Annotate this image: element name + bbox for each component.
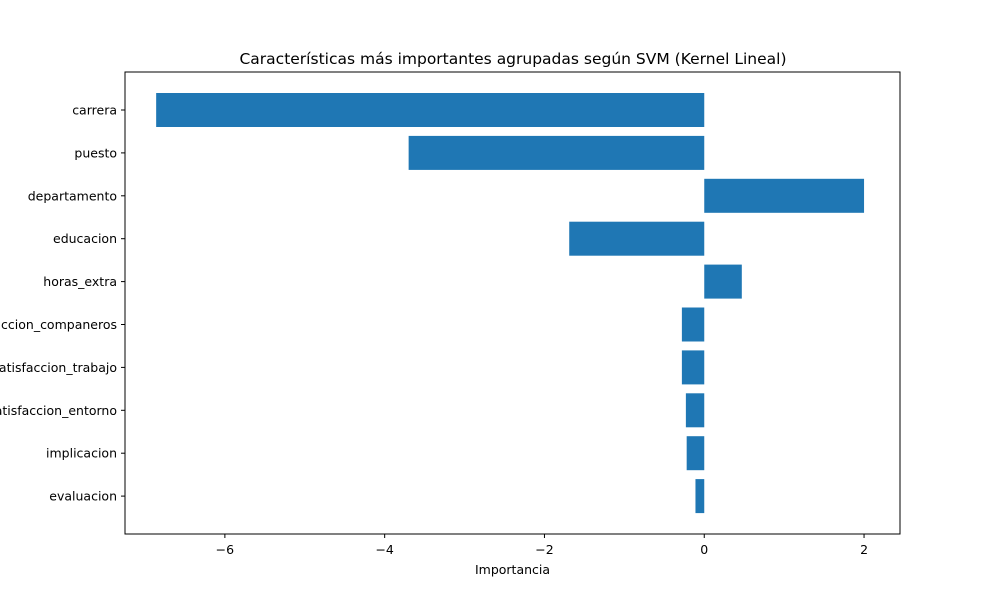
bar-satisfaccion-companeros: [681, 307, 705, 342]
y-tick-label: carrera: [72, 103, 117, 118]
x-tick-label: 0: [700, 542, 708, 557]
y-tick-label: educacion: [53, 231, 117, 246]
bar-departamento: [704, 178, 865, 213]
x-axis-ticks: −6 −4 −2 0 2: [216, 534, 868, 557]
bar-carrera: [156, 93, 705, 127]
x-tick-label: −6: [216, 542, 234, 557]
bar-implicacion: [686, 436, 705, 471]
y-tick-label: horas_extra: [43, 274, 117, 289]
y-tick-label: satisfaccion_trabajo: [0, 360, 117, 375]
bar-educacion: [569, 221, 705, 256]
y-tick-label: evaluacion: [49, 489, 117, 504]
chart-title: Características más importantes agrupada…: [239, 50, 786, 68]
x-axis-label: Importancia: [475, 562, 550, 577]
y-tick-label: satisfaccion_entorno: [0, 403, 117, 418]
bars-group: [156, 93, 865, 514]
y-tick-label: puesto: [74, 145, 117, 160]
y-tick-label: satisfaccion_companeros: [0, 317, 117, 332]
x-tick-label: −4: [375, 542, 393, 557]
x-tick-label: −2: [535, 542, 553, 557]
y-tick-label: implicacion: [46, 446, 117, 461]
x-tick-label: 2: [860, 542, 868, 557]
plot-frame: [124, 71, 901, 535]
bar-satisfaccion-trabajo: [681, 350, 705, 385]
bar-puesto: [408, 135, 705, 170]
bar-evaluacion: [695, 479, 705, 514]
bar-horas-extra: [704, 264, 742, 299]
bar-satisfaccion-entorno: [685, 393, 705, 428]
y-axis-ticks: carrera puesto departamento educacion horas_…: [0, 103, 125, 504]
y-tick-label: departamento: [28, 188, 117, 203]
